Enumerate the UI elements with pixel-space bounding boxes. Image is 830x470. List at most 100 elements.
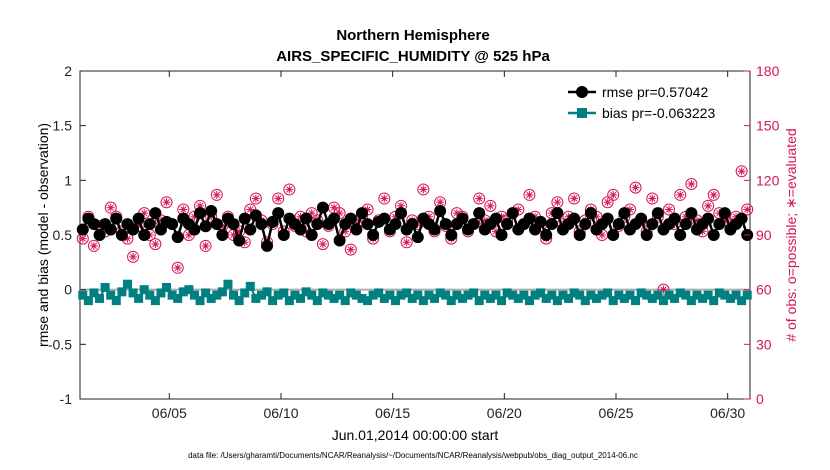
- rmse-point: [367, 229, 380, 241]
- bias-point: [636, 288, 646, 298]
- rmse-point: [277, 229, 290, 241]
- rmse-point: [551, 207, 564, 220]
- obs-evaluated-point: [129, 252, 138, 261]
- obs-evaluated-point: [285, 185, 294, 194]
- obs-evaluated-point: [173, 263, 182, 272]
- obs-evaluated-point: [106, 203, 115, 212]
- chart-title: Northern Hemisphere: [336, 27, 489, 44]
- bias-point: [385, 290, 395, 300]
- bias-point: [150, 296, 160, 306]
- obs-evaluated-point: [648, 194, 657, 203]
- bias-point: [597, 290, 607, 300]
- bias-point: [480, 290, 490, 300]
- rmse-point: [143, 218, 156, 231]
- rmse-point: [434, 204, 447, 217]
- rmse-point: [495, 229, 508, 241]
- bias-point: [653, 290, 663, 300]
- bias-point: [552, 296, 562, 306]
- bias-point: [474, 296, 484, 306]
- bias-point: [329, 293, 339, 303]
- rmse-point: [93, 229, 106, 241]
- bias-point: [212, 290, 222, 300]
- x-tick-label: 06/20: [487, 405, 522, 421]
- obs-possible-point: [568, 192, 581, 205]
- bias-point: [256, 290, 266, 300]
- bias-point: [681, 290, 691, 300]
- bias-point: [117, 287, 127, 297]
- bias-point: [156, 288, 166, 298]
- rmse-point: [540, 229, 553, 241]
- obs-evaluated-point: [402, 238, 411, 247]
- obs-evaluated-point: [246, 205, 255, 214]
- bias-point: [217, 287, 227, 297]
- bias-point: [184, 285, 194, 295]
- y2-tick-label: 180: [756, 63, 780, 79]
- rmse-point: [227, 218, 240, 231]
- rmse-point: [607, 229, 620, 241]
- rmse-point: [568, 212, 581, 225]
- bias-point: [229, 290, 239, 300]
- bias-point: [658, 296, 668, 306]
- bias-point: [128, 288, 138, 298]
- obs-possible-point: [199, 239, 212, 252]
- bias-point: [351, 290, 361, 300]
- bias-point: [720, 290, 730, 300]
- bias-point: [139, 285, 149, 295]
- obs-possible-point: [523, 188, 536, 201]
- bias-point: [268, 296, 278, 306]
- obs-possible-point: [646, 192, 659, 205]
- bias-point: [513, 293, 523, 303]
- rmse-point: [668, 212, 681, 225]
- bias-point: [485, 293, 495, 303]
- obs-possible-point: [674, 188, 687, 201]
- bias-point: [189, 290, 199, 300]
- bias-point: [78, 290, 88, 300]
- rmse-point: [76, 223, 89, 236]
- bias-point: [245, 281, 255, 291]
- legend: rmse pr=0.57042 bias pr=-0.063223: [560, 77, 744, 125]
- bias-point: [402, 288, 412, 298]
- bias-series: [78, 279, 752, 306]
- bias-point: [307, 290, 317, 300]
- rmse-point: [428, 223, 441, 236]
- obs-evaluated-point: [419, 185, 428, 194]
- rmse-point: [545, 218, 558, 231]
- bias-point: [296, 293, 306, 303]
- bias-point: [446, 296, 456, 306]
- bias-point: [742, 290, 752, 300]
- obs-evaluated-point: [665, 205, 674, 214]
- bias-point: [714, 288, 724, 298]
- rmse-point: [115, 229, 128, 241]
- bias-point: [647, 293, 657, 303]
- rmse-point: [355, 207, 368, 220]
- rmse-point: [328, 212, 341, 225]
- rmse-point: [612, 218, 625, 231]
- obs-evaluated-point: [737, 167, 746, 176]
- obs-possible-point: [249, 192, 262, 205]
- obs-evaluated-point: [436, 198, 445, 207]
- rmse-point: [685, 207, 698, 220]
- bias-point: [122, 279, 132, 289]
- bias-point: [134, 293, 144, 303]
- obs-possible-point: [210, 188, 223, 201]
- rmse-point: [573, 229, 586, 241]
- bias-point: [580, 296, 590, 306]
- rmse-point: [523, 212, 536, 225]
- obs-possible-point: [316, 238, 329, 251]
- bias-point: [569, 288, 579, 298]
- bias-point: [530, 290, 540, 300]
- rmse-point: [255, 218, 268, 231]
- y-axis-label: rmse and bias (model - observation): [35, 123, 51, 347]
- bias-point: [418, 296, 428, 306]
- obs-possible-point: [657, 283, 670, 296]
- bias-point: [201, 288, 211, 298]
- obs-possible-point: [741, 203, 754, 216]
- bias-point: [491, 290, 501, 300]
- obs-evaluated-point: [709, 190, 718, 199]
- rmse-point: [406, 218, 419, 231]
- obs-evaluated-point: [603, 198, 612, 207]
- rmse-point: [316, 201, 329, 214]
- bias-point: [608, 296, 618, 306]
- bias-point: [178, 287, 188, 297]
- rmse-point: [707, 229, 720, 241]
